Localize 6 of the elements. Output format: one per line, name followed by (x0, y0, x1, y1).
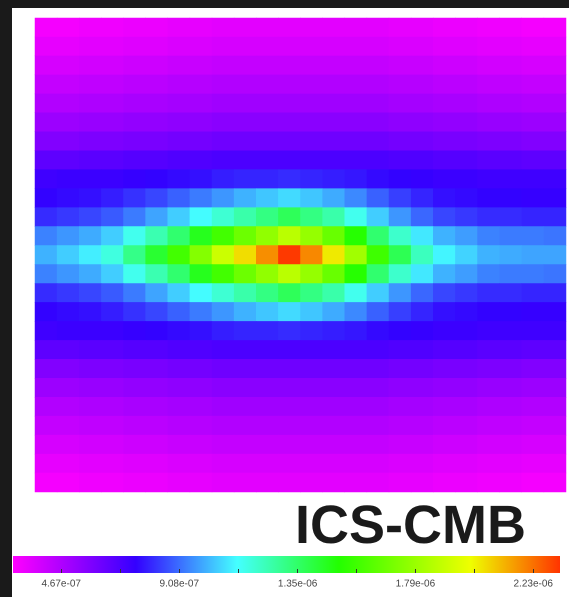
text: ICS-CMB (295, 495, 526, 555)
color-bar-label: 9.08e-07 (160, 578, 200, 590)
color-bar-label: 4.67e-07 (41, 578, 82, 590)
color-bar-label: 1.79e-06 (396, 578, 436, 590)
color-bar-label: 1.35e-06 (278, 578, 318, 590)
color-bar-label: 2.23e-06 (513, 578, 554, 590)
